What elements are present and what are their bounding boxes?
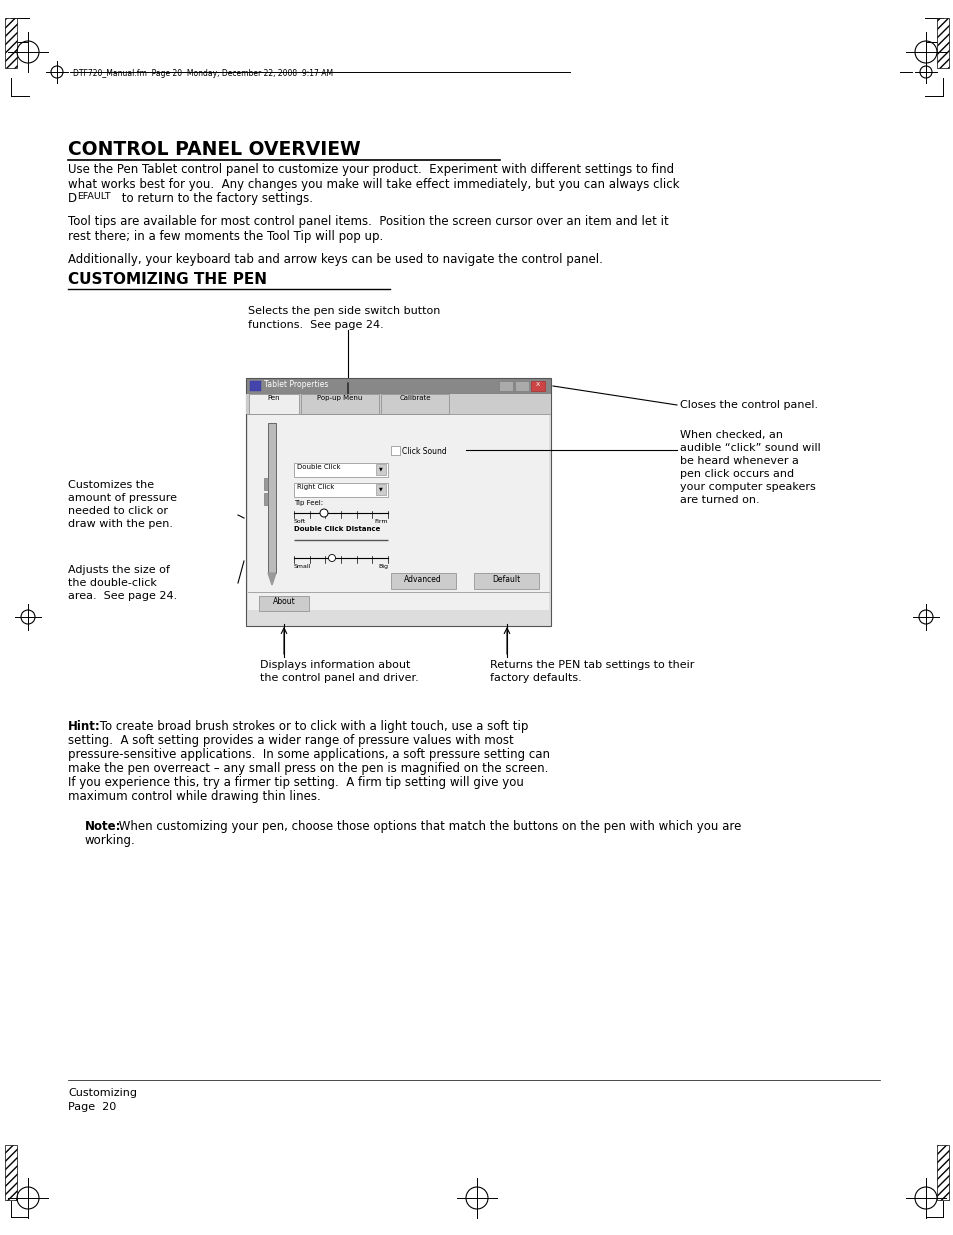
Text: Tablet Properties: Tablet Properties xyxy=(264,380,328,389)
Text: Calibrate: Calibrate xyxy=(399,395,431,401)
Text: CUSTOMIZING THE PEN: CUSTOMIZING THE PEN xyxy=(68,272,267,287)
Text: Pop-up Menu: Pop-up Menu xyxy=(317,395,362,401)
Bar xyxy=(301,394,378,414)
Text: audible “click” sound will: audible “click” sound will xyxy=(679,443,820,453)
Text: draw with the pen.: draw with the pen. xyxy=(68,519,172,529)
Bar xyxy=(246,378,551,394)
Text: your computer speakers: your computer speakers xyxy=(679,482,815,492)
Text: be heard whenever a: be heard whenever a xyxy=(679,456,798,466)
Text: Closes the control panel.: Closes the control panel. xyxy=(679,400,818,410)
Text: Customizing: Customizing xyxy=(68,1088,137,1098)
Bar xyxy=(258,597,309,611)
Text: Hint:: Hint: xyxy=(68,720,101,734)
Text: Adjusts the size of: Adjusts the size of xyxy=(68,564,170,576)
Bar xyxy=(375,484,386,495)
Text: the control panel and driver.: the control panel and driver. xyxy=(260,673,418,683)
Text: X: X xyxy=(536,382,539,387)
Text: When customizing your pen, choose those options that match the buttons on the pe: When customizing your pen, choose those … xyxy=(115,820,740,832)
Text: make the pen overreact – any small press on the pen is magnified on the screen.: make the pen overreact – any small press… xyxy=(68,762,548,776)
Text: Pen: Pen xyxy=(268,395,280,401)
Bar xyxy=(246,394,551,626)
Text: Click Sound: Click Sound xyxy=(401,447,446,456)
Text: Double Click Distance: Double Click Distance xyxy=(294,526,380,532)
Bar xyxy=(498,382,513,391)
Text: If you experience this, try a firmer tip setting.  A firm tip setting will give : If you experience this, try a firmer tip… xyxy=(68,776,523,789)
Circle shape xyxy=(328,555,335,562)
Text: Soft: Soft xyxy=(294,519,306,524)
Text: Selects the pen side switch button: Selects the pen side switch button xyxy=(248,306,440,316)
Bar xyxy=(936,1145,948,1200)
Text: Tip Feel:: Tip Feel: xyxy=(294,500,323,506)
Circle shape xyxy=(319,509,328,517)
Bar xyxy=(5,19,17,68)
Bar xyxy=(5,1145,17,1200)
Bar xyxy=(249,394,298,414)
Text: what works best for you.  Any changes you make will take effect immediately, but: what works best for you. Any changes you… xyxy=(68,178,679,190)
Bar xyxy=(531,382,544,391)
Text: pressure-sensitive applications.  In some applications, a soft pressure setting : pressure-sensitive applications. In some… xyxy=(68,748,550,761)
Text: ▼: ▼ xyxy=(378,466,382,471)
Text: pen click occurs and: pen click occurs and xyxy=(679,469,793,479)
Bar xyxy=(248,415,548,610)
Text: area.  See page 24.: area. See page 24. xyxy=(68,592,177,601)
Text: setting.  A soft setting provides a wider range of pressure values with most: setting. A soft setting provides a wider… xyxy=(68,734,514,747)
Bar xyxy=(474,573,538,589)
Text: Customizes the: Customizes the xyxy=(68,480,154,490)
Text: maximum control while drawing thin lines.: maximum control while drawing thin lines… xyxy=(68,790,320,803)
Text: ▼: ▼ xyxy=(378,487,382,492)
Text: Default: Default xyxy=(492,576,519,584)
Text: About: About xyxy=(273,597,295,606)
Text: Small: Small xyxy=(294,564,311,569)
Bar xyxy=(246,394,551,414)
Bar xyxy=(515,382,529,391)
Text: Page  20: Page 20 xyxy=(68,1102,116,1112)
Text: Big: Big xyxy=(377,564,388,569)
Text: Double Click: Double Click xyxy=(296,464,340,471)
Bar xyxy=(391,446,399,454)
Text: EFAULT: EFAULT xyxy=(77,191,111,201)
Text: Advanced: Advanced xyxy=(404,576,441,584)
Text: CONTROL PANEL OVERVIEW: CONTROL PANEL OVERVIEW xyxy=(68,140,360,159)
Bar xyxy=(264,478,268,490)
Text: Note:: Note: xyxy=(85,820,121,832)
Text: Firm: Firm xyxy=(375,519,388,524)
Bar xyxy=(294,483,388,496)
Text: Displays information about: Displays information about xyxy=(260,659,410,671)
Text: Returns the PEN tab settings to their: Returns the PEN tab settings to their xyxy=(490,659,694,671)
Text: DTF720_Manual.fm  Page 20  Monday, December 22, 2008  9:17 AM: DTF720_Manual.fm Page 20 Monday, Decembe… xyxy=(73,68,333,78)
Bar xyxy=(375,464,386,475)
Text: factory defaults.: factory defaults. xyxy=(490,673,581,683)
Text: To create broad brush strokes or to click with a light touch, use a soft tip: To create broad brush strokes or to clic… xyxy=(96,720,528,734)
Text: D: D xyxy=(68,191,77,205)
Bar xyxy=(391,573,456,589)
Polygon shape xyxy=(268,573,275,585)
Bar xyxy=(250,382,261,391)
Text: Additionally, your keyboard tab and arrow keys can be used to navigate the contr: Additionally, your keyboard tab and arro… xyxy=(68,253,602,266)
Text: When checked, an: When checked, an xyxy=(679,430,782,440)
Text: Tool tips are available for most control panel items.  Position the screen curso: Tool tips are available for most control… xyxy=(68,215,668,228)
Text: the double-click: the double-click xyxy=(68,578,156,588)
Bar xyxy=(264,493,268,505)
Bar xyxy=(294,463,388,477)
Text: rest there; in a few moments the Tool Tip will pop up.: rest there; in a few moments the Tool Ti… xyxy=(68,230,383,242)
Text: functions.  See page 24.: functions. See page 24. xyxy=(248,320,383,330)
Text: are turned on.: are turned on. xyxy=(679,495,759,505)
Bar xyxy=(936,19,948,68)
Text: to return to the factory settings.: to return to the factory settings. xyxy=(118,191,313,205)
Bar xyxy=(380,394,449,414)
Text: Right Click: Right Click xyxy=(296,484,334,490)
Text: Use the Pen Tablet control panel to customize your product.  Experiment with dif: Use the Pen Tablet control panel to cust… xyxy=(68,163,674,177)
Text: amount of pressure: amount of pressure xyxy=(68,493,177,503)
Bar xyxy=(531,382,544,391)
Text: working.: working. xyxy=(85,834,135,847)
Text: needed to click or: needed to click or xyxy=(68,506,168,516)
Bar xyxy=(268,424,275,573)
